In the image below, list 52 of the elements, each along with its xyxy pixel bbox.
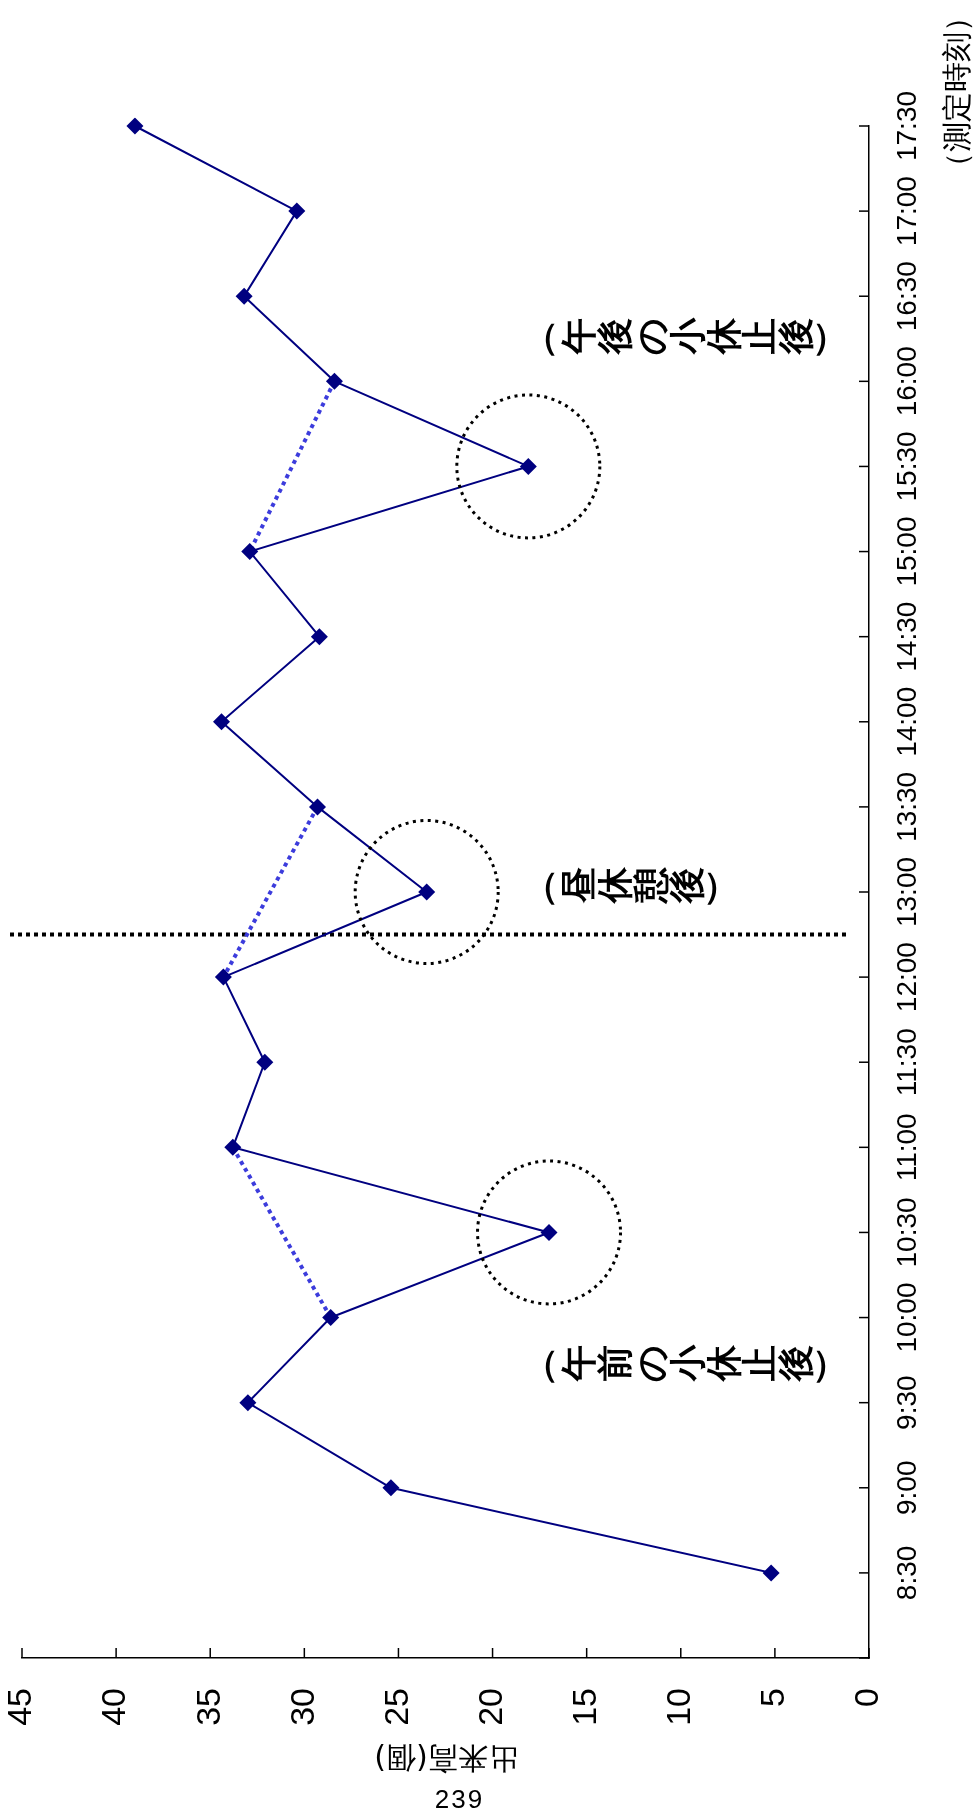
x-tick-label: 40 (94, 1688, 133, 1726)
y-tick-label: 13:30 (890, 771, 922, 842)
point (214, 968, 232, 986)
y-tick-label: 10:00 (890, 1282, 922, 1353)
point (418, 883, 436, 901)
point (322, 1309, 340, 1327)
y-axis-title: （測定時刻） (939, 2, 974, 182)
point (310, 628, 328, 646)
y-tick-label: 12:00 (890, 942, 922, 1013)
point (325, 372, 343, 390)
y-tick-label: 16:30 (890, 261, 922, 332)
y-tick-label: 11:00 (890, 1113, 922, 1182)
x-tick-label: 35 (188, 1688, 227, 1726)
x-tick-label: 30 (282, 1688, 321, 1726)
point (382, 1479, 400, 1497)
point (224, 1138, 242, 1156)
point (519, 457, 537, 475)
y-tick-label: 13:00 (890, 856, 922, 928)
x-tick-label: 0 (847, 1688, 886, 1707)
y-tick-label: 15:30 (890, 431, 922, 502)
point (256, 1053, 274, 1071)
x-axis-title: 出来高(個) (373, 1741, 518, 1776)
point (239, 1394, 257, 1412)
y-tick-label: 17:00 (890, 176, 922, 247)
point (288, 202, 306, 220)
y-tick-label: 11:30 (890, 1028, 922, 1097)
x-tick-label: 5 (753, 1688, 792, 1707)
y-tick-label: 9:30 (890, 1375, 922, 1430)
y-tick-label: 8:30 (890, 1545, 922, 1601)
annotation: （昼休憩後） (523, 864, 739, 906)
point (241, 543, 259, 561)
point (540, 1223, 558, 1241)
x-tick-label: 10 (659, 1688, 698, 1726)
y-tick-label: 16:00 (890, 346, 922, 417)
x-tick-label: 25 (376, 1688, 415, 1726)
y-tick-label: 9:00 (890, 1460, 922, 1516)
point (235, 287, 253, 305)
x-tick-label: 45 (0, 1688, 39, 1726)
point (309, 798, 327, 816)
y-tick-label: 10:30 (890, 1197, 922, 1268)
y-tick-label: 14:00 (890, 686, 922, 757)
y-tick-label: 14:30 (890, 601, 922, 672)
point (213, 713, 231, 731)
point (762, 1564, 780, 1582)
point (126, 117, 144, 135)
y-tick-label: 15:00 (890, 516, 922, 587)
y-tick-label: 17:30 (890, 90, 922, 162)
annotation: （午後の小休止後） (523, 316, 848, 357)
annotation: （午前の小休止後） (523, 1343, 848, 1384)
x-tick-label: 15 (565, 1688, 604, 1726)
x-tick-label: 20 (470, 1688, 509, 1726)
text: 239 (434, 1784, 485, 1814)
